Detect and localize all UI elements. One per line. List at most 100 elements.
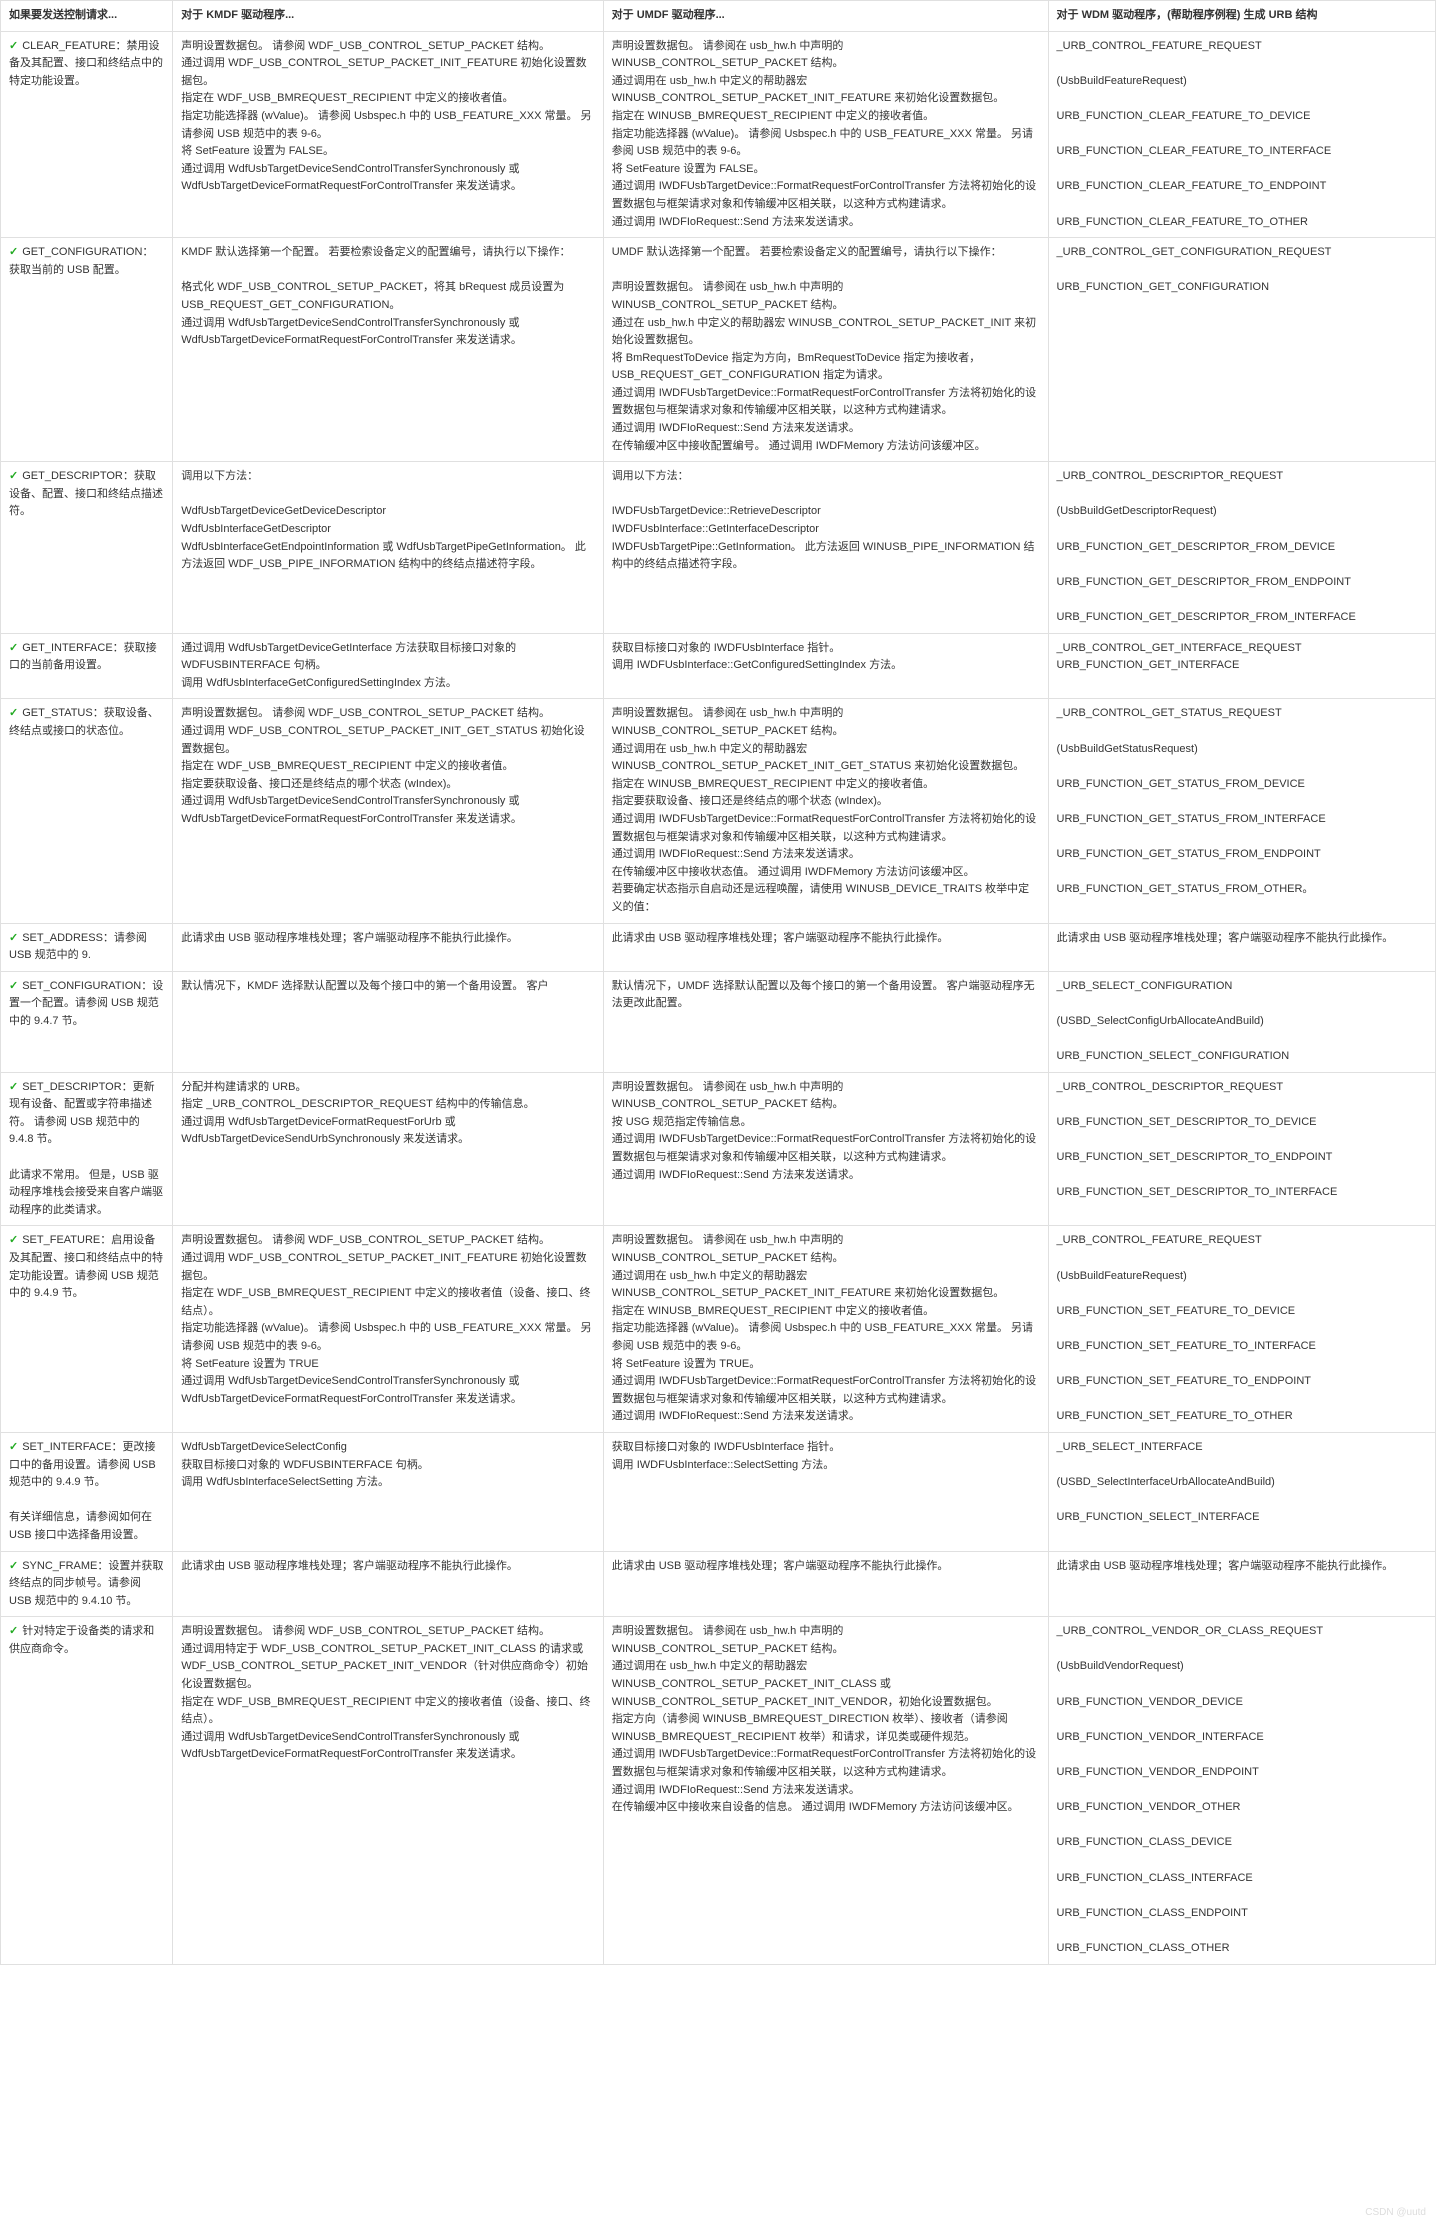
- table-cell: 通过调用 WdfUsbTargetDeviceGetInterface 方法获取…: [173, 633, 604, 699]
- cell-text: _URB_CONTROL_FEATURE_REQUEST (UsbBuildFe…: [1057, 40, 1332, 228]
- cell-text: SET_FEATURE：启用设备及其配置、接口和终结点中的特定功能设置。请参阅 …: [9, 1234, 163, 1299]
- table-row: ✓SET_FEATURE：启用设备及其配置、接口和终结点中的特定功能设置。请参阅…: [1, 1226, 1436, 1433]
- cell-text: 声明设置数据包。 请参阅 WDF_USB_CONTROL_SETUP_PACKE…: [181, 1234, 591, 1404]
- table-cell: 声明设置数据包。 请参阅 WDF_USB_CONTROL_SETUP_PACKE…: [173, 1226, 604, 1433]
- table-cell: _URB_CONTROL_FEATURE_REQUEST (UsbBuildFe…: [1048, 31, 1435, 238]
- table-cell: ✓SET_CONFIGURATION：设置一个配置。请参阅 USB 规范中的 9…: [1, 971, 173, 1072]
- cell-text: GET_DESCRIPTOR：获取设备、配置、接口和终结点描述符。: [9, 470, 163, 517]
- cell-text: _URB_CONTROL_DESCRIPTOR_REQUEST URB_FUNC…: [1057, 1081, 1338, 1199]
- table-cell: ✓SET_INTERFACE：更改接口中的备用设置。请参阅 USB 规范中的 9…: [1, 1432, 173, 1551]
- table-cell: _URB_CONTROL_GET_STATUS_REQUEST (UsbBuil…: [1048, 699, 1435, 923]
- table-row: ✓SYNC_FRAME：设置并获取终结点的同步帧号。请参阅 USB 规范中的 9…: [1, 1551, 1436, 1617]
- cell-text: 声明设置数据包。 请参阅 WDF_USB_CONTROL_SETUP_PACKE…: [181, 1625, 590, 1760]
- cell-text: 此请求由 USB 驱动程序堆栈处理；客户端驱动程序不能执行此操作。: [612, 1560, 949, 1572]
- cell-text: _URB_CONTROL_DESCRIPTOR_REQUEST (UsbBuil…: [1057, 470, 1356, 623]
- check-icon: ✓: [9, 980, 18, 992]
- cell-text: _URB_CONTROL_VENDOR_OR_CLASS_REQUEST (Us…: [1057, 1625, 1324, 1954]
- table-cell: ✓CLEAR_FEATURE：禁用设备及其配置、接口和终结点中的特定功能设置。: [1, 31, 173, 238]
- cell-text: SET_CONFIGURATION：设置一个配置。请参阅 USB 规范中的 9.…: [9, 980, 163, 1027]
- cell-text: 获取目标接口对象的 IWDFUsbInterface 指针。 调用 IWDFUs…: [612, 1441, 841, 1471]
- cell-text: _URB_CONTROL_GET_STATUS_REQUEST (UsbBuil…: [1057, 707, 1326, 895]
- table-cell: ✓针对特定于设备类的请求和供应商命令。: [1, 1617, 173, 1964]
- cell-text: _URB_CONTROL_FEATURE_REQUEST (UsbBuildFe…: [1057, 1234, 1316, 1422]
- table-row: ✓CLEAR_FEATURE：禁用设备及其配置、接口和终结点中的特定功能设置。声…: [1, 31, 1436, 238]
- cell-text: UMDF 默认选择第一个配置。 若要检索设备定义的配置编号，请执行以下操作： 声…: [612, 246, 1036, 452]
- cell-text: 声明设置数据包。 请参阅在 usb_hw.h 中声明的 WINUSB_CONTR…: [612, 1234, 1036, 1422]
- table-row: ✓SET_CONFIGURATION：设置一个配置。请参阅 USB 规范中的 9…: [1, 971, 1436, 1072]
- table-cell: 声明设置数据包。 请参阅在 usb_hw.h 中声明的 WINUSB_CONTR…: [603, 1226, 1048, 1433]
- table-cell: 此请求由 USB 驱动程序堆栈处理；客户端驱动程序不能执行此操作。: [603, 1551, 1048, 1617]
- check-icon: ✓: [9, 1234, 18, 1246]
- cell-text: _URB_CONTROL_GET_CONFIGURATION_REQUEST U…: [1057, 246, 1332, 293]
- cell-text: 默认情况下，KMDF 选择默认配置以及每个接口中的第一个备用设置。 客户: [181, 980, 548, 992]
- cell-text: _URB_CONTROL_GET_INTERFACE_REQUEST URB_F…: [1057, 642, 1302, 672]
- cell-text: 此请求由 USB 驱动程序堆栈处理；客户端驱动程序不能执行此操作。: [1057, 1560, 1394, 1572]
- table-row: ✓GET_STATUS：获取设备、终结点或接口的状态位。声明设置数据包。 请参阅…: [1, 699, 1436, 923]
- cell-text: 此请求由 USB 驱动程序堆栈处理；客户端驱动程序不能执行此操作。: [612, 932, 949, 944]
- cell-text: GET_INTERFACE：获取接口的当前备用设置。: [9, 642, 157, 672]
- table-cell: 获取目标接口对象的 IWDFUsbInterface 指针。 调用 IWDFUs…: [603, 1432, 1048, 1551]
- cell-text: 声明设置数据包。 请参阅在 usb_hw.h 中声明的 WINUSB_CONTR…: [612, 1081, 1036, 1181]
- table-row: ✓SET_INTERFACE：更改接口中的备用设置。请参阅 USB 规范中的 9…: [1, 1432, 1436, 1551]
- cell-text: 默认情况下，UMDF 选择默认配置以及每个接口的第一个备用设置。 客户端驱动程序…: [612, 980, 1035, 1010]
- cell-text: KMDF 默认选择第一个配置。 若要检索设备定义的配置编号，请执行以下操作： 格…: [181, 246, 570, 346]
- table-cell: 此请求由 USB 驱动程序堆栈处理；客户端驱动程序不能执行此操作。: [1048, 923, 1435, 971]
- cell-text: 调用以下方法： WdfUsbTargetDeviceGetDeviceDescr…: [181, 470, 586, 570]
- table-cell: 声明设置数据包。 请参阅 WDF_USB_CONTROL_SETUP_PACKE…: [173, 31, 604, 238]
- cell-text: 通过调用 WdfUsbTargetDeviceGetInterface 方法获取…: [181, 642, 516, 689]
- table-cell: ✓GET_INTERFACE：获取接口的当前备用设置。: [1, 633, 173, 699]
- table-cell: ✓SET_FEATURE：启用设备及其配置、接口和终结点中的特定功能设置。请参阅…: [1, 1226, 173, 1433]
- table-cell: 默认情况下，UMDF 选择默认配置以及每个接口的第一个备用设置。 客户端驱动程序…: [603, 971, 1048, 1072]
- check-icon: ✓: [9, 1441, 18, 1453]
- table-cell: 声明设置数据包。 请参阅在 usb_hw.h 中声明的 WINUSB_CONTR…: [603, 699, 1048, 923]
- cell-text: SET_ADDRESS：请参阅 USB 规范中的 9.: [9, 932, 147, 962]
- check-icon: ✓: [9, 707, 18, 719]
- cell-text: 此请求由 USB 驱动程序堆栈处理；客户端驱动程序不能执行此操作。: [1057, 932, 1394, 944]
- table-cell: _URB_CONTROL_VENDOR_OR_CLASS_REQUEST (Us…: [1048, 1617, 1435, 1964]
- table-cell: 此请求由 USB 驱动程序堆栈处理；客户端驱动程序不能执行此操作。: [173, 923, 604, 971]
- cell-text: 声明设置数据包。 请参阅在 usb_hw.h 中声明的 WINUSB_CONTR…: [612, 40, 1036, 228]
- table-cell: ✓GET_CONFIGURATION：获取当前的 USB 配置。: [1, 238, 173, 462]
- cell-text: 获取目标接口对象的 IWDFUsbInterface 指针。 调用 IWDFUs…: [612, 642, 902, 672]
- table-row: ✓SET_DESCRIPTOR：更新现有设备、配置或字符串描述符。 请参阅 US…: [1, 1072, 1436, 1226]
- table-row: ✓SET_ADDRESS：请参阅 USB 规范中的 9.此请求由 USB 驱动程…: [1, 923, 1436, 971]
- table-cell: ✓SET_ADDRESS：请参阅 USB 规范中的 9.: [1, 923, 173, 971]
- table-cell: _URB_CONTROL_DESCRIPTOR_REQUEST URB_FUNC…: [1048, 1072, 1435, 1226]
- table-cell: _URB_SELECT_CONFIGURATION (USBD_SelectCo…: [1048, 971, 1435, 1072]
- table-row: ✓针对特定于设备类的请求和供应商命令。声明设置数据包。 请参阅 WDF_USB_…: [1, 1617, 1436, 1964]
- table-cell: 默认情况下，KMDF 选择默认配置以及每个接口中的第一个备用设置。 客户: [173, 971, 604, 1072]
- table-header: 如果要发送控制请求... 对于 KMDF 驱动程序... 对于 UMDF 驱动程…: [1, 1, 1436, 32]
- cell-text: GET_STATUS：获取设备、终结点或接口的状态位。: [9, 707, 159, 737]
- cell-text: WdfUsbTargetDeviceSelectConfig 获取目标接口对象的…: [181, 1441, 429, 1488]
- header-umdf: 对于 UMDF 驱动程序...: [603, 1, 1048, 32]
- header-wdm: 对于 WDM 驱动程序，(帮助程序例程) 生成 URB 结构: [1048, 1, 1435, 32]
- cell-text: 声明设置数据包。 请参阅 WDF_USB_CONTROL_SETUP_PACKE…: [181, 40, 591, 193]
- cell-text: 调用以下方法： IWDFUsbTargetDevice::RetrieveDes…: [612, 470, 1035, 570]
- table-cell: _URB_SELECT_INTERFACE (USBD_SelectInterf…: [1048, 1432, 1435, 1551]
- table-cell: 声明设置数据包。 请参阅 WDF_USB_CONTROL_SETUP_PACKE…: [173, 1617, 604, 1964]
- table-cell: 此请求由 USB 驱动程序堆栈处理；客户端驱动程序不能执行此操作。: [603, 923, 1048, 971]
- table-row: ✓GET_CONFIGURATION：获取当前的 USB 配置。KMDF 默认选…: [1, 238, 1436, 462]
- table-cell: UMDF 默认选择第一个配置。 若要检索设备定义的配置编号，请执行以下操作： 声…: [603, 238, 1048, 462]
- cell-text: 声明设置数据包。 请参阅 WDF_USB_CONTROL_SETUP_PACKE…: [181, 707, 584, 825]
- cell-text: 声明设置数据包。 请参阅在 usb_hw.h 中声明的 WINUSB_CONTR…: [612, 707, 1036, 913]
- cell-text: SET_DESCRIPTOR：更新现有设备、配置或字符串描述符。 请参阅 USB…: [9, 1081, 163, 1216]
- check-icon: ✓: [9, 642, 18, 654]
- table-row: ✓GET_DESCRIPTOR：获取设备、配置、接口和终结点描述符。调用以下方法…: [1, 462, 1436, 633]
- table-cell: ✓SYNC_FRAME：设置并获取终结点的同步帧号。请参阅 USB 规范中的 9…: [1, 1551, 173, 1617]
- table-cell: 此请求由 USB 驱动程序堆栈处理；客户端驱动程序不能执行此操作。: [173, 1551, 604, 1617]
- cell-text: 分配并构建请求的 URB。 指定 _URB_CONTROL_DESCRIPTOR…: [181, 1081, 534, 1146]
- table-cell: 声明设置数据包。 请参阅在 usb_hw.h 中声明的 WINUSB_CONTR…: [603, 1072, 1048, 1226]
- cell-text: SYNC_FRAME：设置并获取终结点的同步帧号。请参阅 USB 规范中的 9.…: [9, 1560, 163, 1607]
- table-body: ✓CLEAR_FEATURE：禁用设备及其配置、接口和终结点中的特定功能设置。声…: [1, 31, 1436, 1964]
- table-cell: _URB_CONTROL_DESCRIPTOR_REQUEST (UsbBuil…: [1048, 462, 1435, 633]
- table-row: ✓GET_INTERFACE：获取接口的当前备用设置。通过调用 WdfUsbTa…: [1, 633, 1436, 699]
- cell-text: GET_CONFIGURATION：获取当前的 USB 配置。: [9, 246, 153, 276]
- table-cell: 此请求由 USB 驱动程序堆栈处理；客户端驱动程序不能执行此操作。: [1048, 1551, 1435, 1617]
- cell-text: _URB_SELECT_CONFIGURATION (USBD_SelectCo…: [1057, 980, 1290, 1062]
- cell-text: 声明设置数据包。 请参阅在 usb_hw.h 中声明的 WINUSB_CONTR…: [612, 1625, 1036, 1813]
- check-icon: ✓: [9, 470, 18, 482]
- table-cell: _URB_CONTROL_GET_CONFIGURATION_REQUEST U…: [1048, 238, 1435, 462]
- check-icon: ✓: [9, 1560, 18, 1572]
- cell-text: 针对特定于设备类的请求和供应商命令。: [9, 1625, 154, 1655]
